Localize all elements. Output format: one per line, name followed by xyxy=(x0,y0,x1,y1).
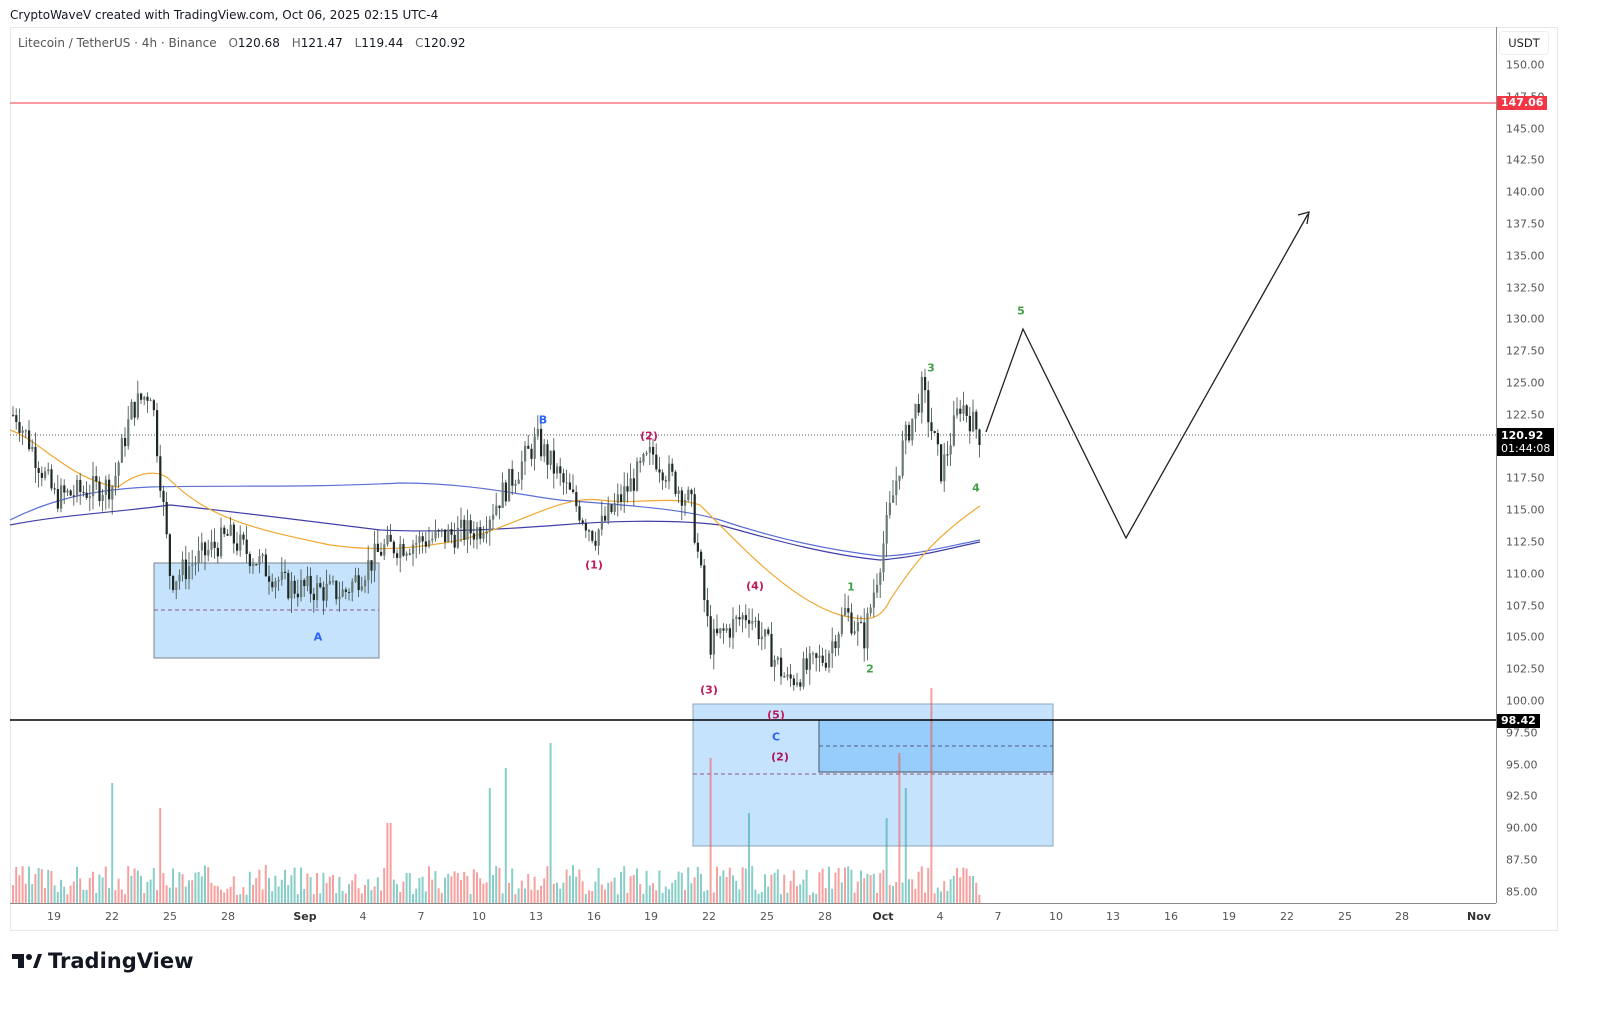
wave-label: (1) xyxy=(585,558,603,572)
time-tick: 4 xyxy=(359,910,367,923)
price-tick: 92.50 xyxy=(1506,789,1538,803)
tradingview-brand[interactable]: TradingView xyxy=(12,949,193,973)
time-tick: 22 xyxy=(105,910,119,923)
ma-slow xyxy=(9,504,981,561)
price-tick: 137.50 xyxy=(1506,217,1545,231)
tradingview-logo-icon xyxy=(12,954,42,968)
price-tick: 135.00 xyxy=(1506,249,1545,263)
wave-label: (3) xyxy=(700,683,718,697)
time-tick: 19 xyxy=(1222,910,1236,923)
open-value: 120.68 xyxy=(237,36,280,50)
time-tick: 10 xyxy=(1049,910,1063,923)
price-tick: 90.00 xyxy=(1506,821,1538,835)
wave-label: A xyxy=(313,630,323,644)
symbol-label[interactable]: Litecoin / TetherUS · 4h · Binance xyxy=(18,36,217,50)
projection-arrowhead-icon xyxy=(1297,211,1310,225)
chart-frame xyxy=(10,27,1558,931)
low-value: 119.44 xyxy=(361,36,404,50)
wave-label: (2) xyxy=(771,750,789,764)
time-tick: 28 xyxy=(221,910,235,923)
volume-bars xyxy=(12,688,981,903)
currency-button[interactable]: USDT xyxy=(1499,31,1549,55)
wave-label: (2) xyxy=(640,429,658,443)
high-value: 121.47 xyxy=(300,36,343,50)
time-tick: 13 xyxy=(529,910,543,923)
price-tick: 100.00 xyxy=(1506,694,1545,708)
wave-label: 5 xyxy=(1017,304,1025,318)
time-tick: 13 xyxy=(1106,910,1120,923)
support-price-label: 98.42 xyxy=(1497,714,1540,728)
wave-label: C xyxy=(771,730,781,744)
brand-name: TradingView xyxy=(48,949,194,973)
time-tick: 22 xyxy=(702,910,716,923)
price-tick: 95.00 xyxy=(1506,758,1538,772)
time-tick: Sep xyxy=(293,910,317,923)
time-tick: 22 xyxy=(1280,910,1294,923)
time-tick: Nov xyxy=(1467,910,1491,923)
time-tick: Oct xyxy=(872,910,894,923)
time-tick: 28 xyxy=(818,910,832,923)
current-price-label: 120.92 01:44:08 xyxy=(1497,428,1555,456)
price-tick: 142.50 xyxy=(1506,153,1545,167)
time-tick: 28 xyxy=(1395,910,1409,923)
price-tick: 85.00 xyxy=(1506,885,1538,899)
candlesticks xyxy=(12,368,981,691)
time-tick: 7 xyxy=(994,910,1002,923)
time-tick: 19 xyxy=(47,910,61,923)
price-tick: 125.00 xyxy=(1506,376,1545,390)
time-tick: 16 xyxy=(1164,910,1178,923)
time-tick: 4 xyxy=(936,910,944,923)
price-tick: 117.50 xyxy=(1506,471,1545,485)
ohlc-legend: Litecoin / TetherUS · 4h · Binance O120.… xyxy=(18,36,466,50)
chart-credit: CryptoWaveV created with TradingView.com… xyxy=(10,8,439,22)
price-tick: 115.00 xyxy=(1506,503,1545,517)
price-axis[interactable] xyxy=(1496,27,1559,903)
time-axis[interactable] xyxy=(10,903,1496,904)
price-tick: 132.50 xyxy=(1506,281,1545,295)
wave-label: (5) xyxy=(767,708,785,722)
price-tick: 97.50 xyxy=(1506,726,1538,740)
price-tick: 112.50 xyxy=(1506,535,1545,549)
price-tick: 107.50 xyxy=(1506,599,1545,613)
time-tick: 10 xyxy=(472,910,486,923)
price-tick: 110.00 xyxy=(1506,567,1545,581)
close-value: 120.92 xyxy=(423,36,466,50)
price-tick: 127.50 xyxy=(1506,344,1545,358)
ma-mid xyxy=(9,482,981,557)
price-tick: 102.50 xyxy=(1506,662,1545,676)
price-tick: 140.00 xyxy=(1506,185,1545,199)
bar-countdown: 01:44:08 xyxy=(1501,442,1551,455)
price-tick: 150.00 xyxy=(1506,58,1545,72)
price-tick: 145.00 xyxy=(1506,122,1545,136)
wave-label: (4) xyxy=(746,579,764,593)
wave-label: 4 xyxy=(972,481,980,495)
price-tick: 105.00 xyxy=(1506,630,1545,644)
wave-label: 2 xyxy=(866,662,874,676)
time-tick: 25 xyxy=(163,910,177,923)
wave-label: B xyxy=(538,413,548,427)
resistance-price-label: 147.06 xyxy=(1497,96,1548,110)
time-tick: 25 xyxy=(760,910,774,923)
price-tick: 130.00 xyxy=(1506,312,1545,326)
time-tick: 16 xyxy=(587,910,601,923)
time-tick: 19 xyxy=(644,910,658,923)
wave-label: 3 xyxy=(927,361,935,375)
time-tick: 7 xyxy=(417,910,425,923)
time-tick: 25 xyxy=(1338,910,1352,923)
projection-path xyxy=(985,213,1309,540)
price-tick: 122.50 xyxy=(1506,408,1545,422)
wave-label: 1 xyxy=(847,580,855,594)
price-tick: 87.50 xyxy=(1506,853,1538,867)
